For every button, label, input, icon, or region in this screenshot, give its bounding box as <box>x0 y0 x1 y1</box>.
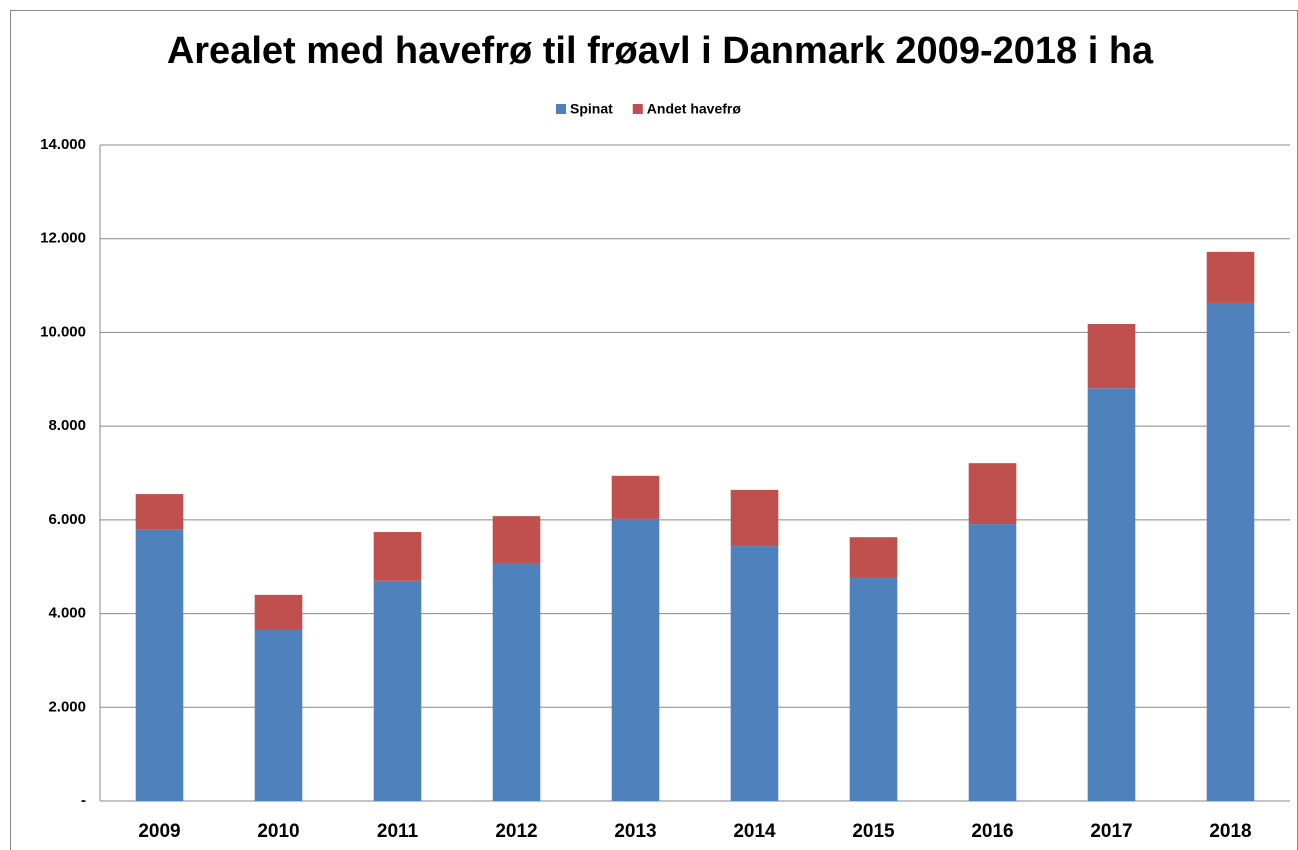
legend-label: Spinat <box>570 101 613 117</box>
y-tick-label: 6.000 <box>48 511 86 528</box>
legend-swatch <box>556 104 566 114</box>
bar-segment <box>1087 388 1136 801</box>
bar-segment <box>135 529 184 801</box>
x-tick-label: 2018 <box>1209 821 1251 842</box>
y-tick-label: 12.000 <box>40 230 86 247</box>
bar-segment <box>968 524 1017 801</box>
y-tick-label: 2.000 <box>48 698 86 715</box>
bar-segment <box>730 546 779 801</box>
x-tick-label: 2016 <box>971 821 1013 842</box>
x-tick-label: 2012 <box>495 821 537 842</box>
y-tick-label: 10.000 <box>40 323 86 340</box>
bar-segment <box>1087 323 1136 389</box>
x-tick-label: 2014 <box>733 821 776 842</box>
legend-swatch <box>632 104 643 114</box>
x-tick-label: 2017 <box>1090 821 1132 842</box>
bar-segment <box>611 475 660 519</box>
bar-segment <box>492 516 541 563</box>
legend-label: Andet havefrø <box>647 101 742 117</box>
bar-segment <box>254 629 303 801</box>
x-tick-label: 2013 <box>614 821 656 842</box>
y-tick-label: 8.000 <box>48 417 86 434</box>
chart-title: Arealet med havefrø til frøavl i Danmark… <box>167 30 1154 72</box>
bar-segment <box>1206 251 1255 303</box>
y-tick-label: 4.000 <box>48 605 86 622</box>
bar-segment <box>1206 302 1255 801</box>
y-tick-label: 14.000 <box>40 136 86 153</box>
bar-segment <box>730 489 779 547</box>
bar-segment <box>849 577 898 801</box>
x-tick-label: 2009 <box>138 821 180 842</box>
x-tick-label: 2010 <box>257 821 299 842</box>
bar-segment <box>135 494 184 530</box>
bar-segment <box>611 518 660 801</box>
bar-segment <box>373 580 422 801</box>
x-tick-label: 2011 <box>377 821 419 842</box>
bar-segment <box>492 562 541 801</box>
bar-segment <box>373 532 422 581</box>
bar-segment <box>968 463 1017 525</box>
bar-segment <box>254 594 303 630</box>
x-tick-label: 2015 <box>852 821 895 842</box>
y-tick-label: - <box>81 792 86 809</box>
bar-segment <box>849 537 898 578</box>
